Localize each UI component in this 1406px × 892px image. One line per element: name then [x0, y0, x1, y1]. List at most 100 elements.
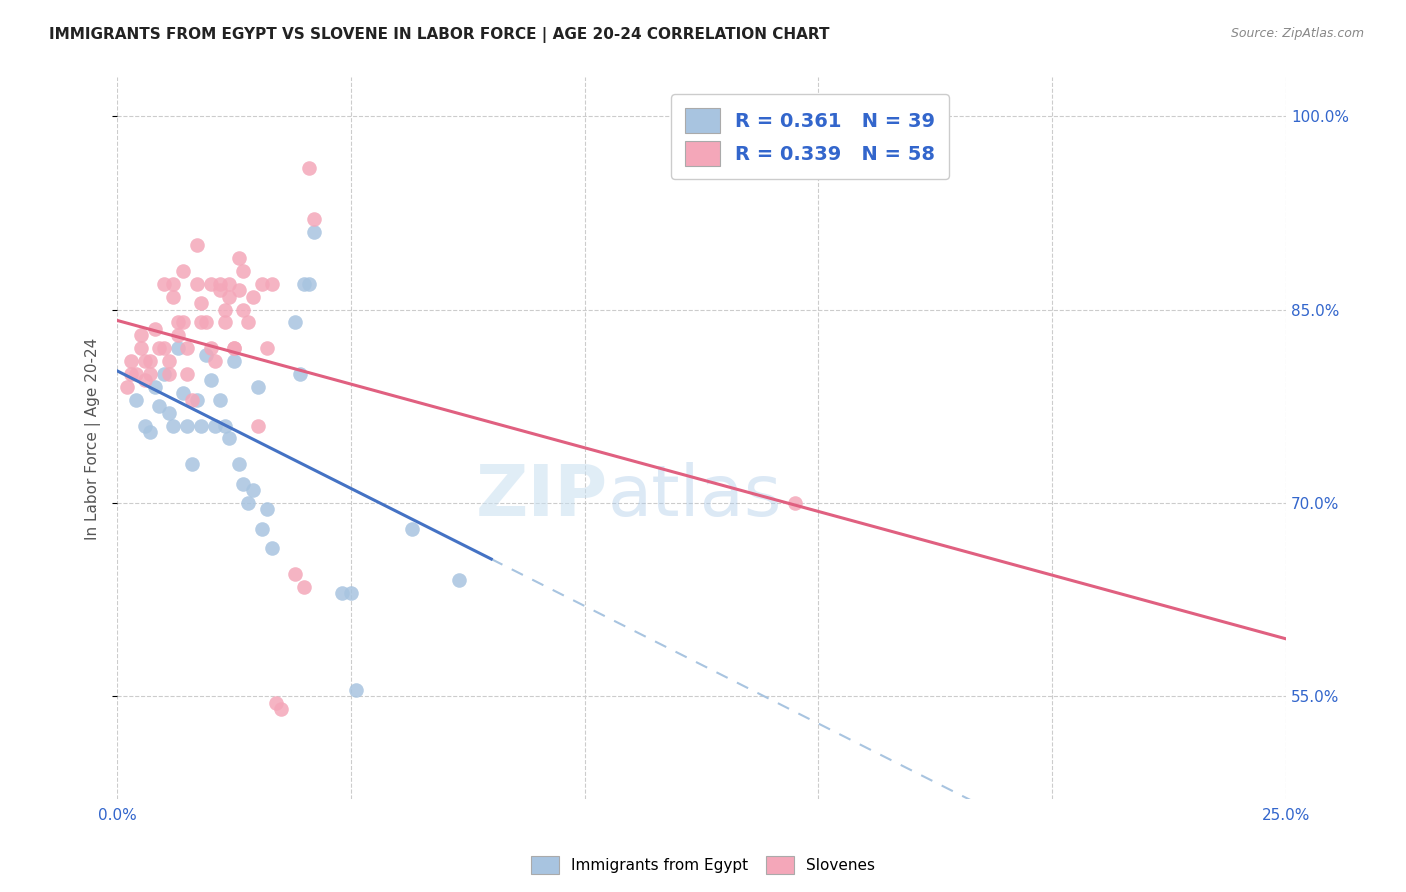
Point — [143, 380, 166, 394]
Point — [148, 341, 170, 355]
Point — [162, 290, 184, 304]
Point — [172, 264, 194, 278]
Point — [214, 418, 236, 433]
Point — [125, 392, 148, 407]
Point — [232, 302, 254, 317]
Point — [232, 476, 254, 491]
Point — [401, 522, 423, 536]
Point — [125, 367, 148, 381]
Point — [209, 283, 232, 297]
Point — [246, 380, 269, 394]
Point — [186, 392, 208, 407]
Point — [172, 386, 194, 401]
Point — [298, 161, 321, 175]
Point — [200, 373, 222, 387]
Point — [190, 296, 212, 310]
Point — [157, 354, 180, 368]
Point — [209, 277, 232, 291]
Point — [181, 392, 204, 407]
Y-axis label: In Labor Force | Age 20-24: In Labor Force | Age 20-24 — [86, 337, 101, 540]
Point — [209, 392, 232, 407]
Point — [143, 322, 166, 336]
Point — [176, 367, 198, 381]
Point — [224, 341, 246, 355]
Point — [120, 367, 142, 381]
Point — [204, 354, 226, 368]
Point — [190, 418, 212, 433]
Point — [218, 432, 240, 446]
Point — [242, 483, 264, 497]
Point — [224, 341, 246, 355]
Point — [200, 341, 222, 355]
Point — [330, 586, 353, 600]
Point — [238, 496, 260, 510]
Point — [340, 586, 363, 600]
Legend: R = 0.361   N = 39, R = 0.339   N = 58: R = 0.361 N = 39, R = 0.339 N = 58 — [671, 95, 949, 179]
Point — [139, 354, 162, 368]
Point — [256, 341, 278, 355]
Point — [153, 367, 176, 381]
Point — [190, 315, 212, 329]
Point — [129, 341, 152, 355]
Point — [260, 277, 283, 291]
Point — [162, 418, 184, 433]
Point — [120, 354, 142, 368]
Point — [134, 418, 156, 433]
Point — [228, 283, 250, 297]
Point — [167, 328, 190, 343]
Point — [785, 496, 807, 510]
Point — [176, 418, 198, 433]
Point — [218, 277, 240, 291]
Point — [246, 418, 269, 433]
Point — [232, 264, 254, 278]
Point — [167, 315, 190, 329]
Point — [186, 277, 208, 291]
Point — [292, 277, 315, 291]
Point — [228, 251, 250, 265]
Point — [284, 315, 307, 329]
Point — [195, 315, 218, 329]
Point — [153, 341, 176, 355]
Point — [148, 399, 170, 413]
Point — [129, 328, 152, 343]
Point — [284, 566, 307, 581]
Point — [344, 682, 367, 697]
Point — [242, 290, 264, 304]
Text: Source: ZipAtlas.com: Source: ZipAtlas.com — [1230, 27, 1364, 40]
Text: atlas: atlas — [609, 462, 783, 531]
Point — [134, 373, 156, 387]
Point — [157, 367, 180, 381]
Legend: Immigrants from Egypt, Slovenes: Immigrants from Egypt, Slovenes — [524, 850, 882, 880]
Point — [134, 354, 156, 368]
Point — [167, 341, 190, 355]
Point — [250, 277, 273, 291]
Point — [302, 212, 325, 227]
Point — [292, 580, 315, 594]
Point — [214, 315, 236, 329]
Point — [139, 367, 162, 381]
Text: IMMIGRANTS FROM EGYPT VS SLOVENE IN LABOR FORCE | AGE 20-24 CORRELATION CHART: IMMIGRANTS FROM EGYPT VS SLOVENE IN LABO… — [49, 27, 830, 43]
Point — [204, 418, 226, 433]
Point — [298, 277, 321, 291]
Point — [256, 502, 278, 516]
Point — [302, 225, 325, 239]
Point — [162, 277, 184, 291]
Point — [153, 277, 176, 291]
Point — [200, 277, 222, 291]
Point — [139, 425, 162, 439]
Point — [447, 574, 470, 588]
Point — [176, 341, 198, 355]
Point — [238, 315, 260, 329]
Point — [115, 380, 138, 394]
Point — [214, 302, 236, 317]
Point — [172, 315, 194, 329]
Point — [181, 457, 204, 471]
Point — [228, 457, 250, 471]
Point — [157, 406, 180, 420]
Point — [250, 522, 273, 536]
Point — [288, 367, 311, 381]
Point — [260, 541, 283, 555]
Point — [218, 290, 240, 304]
Point — [270, 702, 292, 716]
Point — [224, 354, 246, 368]
